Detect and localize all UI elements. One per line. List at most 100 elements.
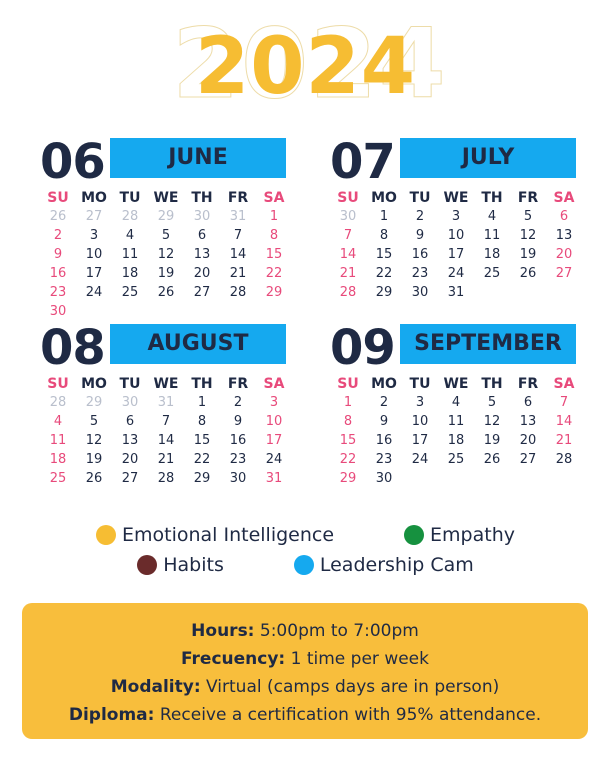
calendar-day: 8 <box>256 226 292 245</box>
calendar-day: 21 <box>546 431 582 450</box>
calendar-day: 28 <box>112 207 148 226</box>
brown-dot-icon <box>137 555 158 575</box>
calendar-day: 3 <box>256 393 292 412</box>
legend-label: Empathy <box>430 524 515 546</box>
day-number: 18 <box>447 433 465 448</box>
month-name: JULY <box>400 138 576 178</box>
week-row: 2 3 4 5 6 7 8 <box>40 226 292 245</box>
highlighted-day: 13 <box>112 431 148 450</box>
calendar-day: 25 <box>40 469 76 488</box>
day-number: 23 <box>49 285 67 300</box>
weekday-label: TU <box>119 376 141 392</box>
calendar-day: 15 <box>366 245 402 264</box>
highlighted-day: 18 <box>112 264 148 283</box>
calendar-grid: SU MO TU WE TH FR SA 30 1 2 3 4 5 6 7 8 9 10 11 12 13 14 15 16 1… <box>330 188 582 302</box>
calendar-day: 26 <box>474 450 510 469</box>
calendar-day: 9 <box>40 245 76 264</box>
calendar-day: 30 <box>366 469 402 488</box>
month-name: JUNE <box>110 138 286 178</box>
day-number: 30 <box>193 209 211 224</box>
calendar-day: 26 <box>148 283 184 302</box>
calendar-day: 1 <box>330 393 366 412</box>
calendar-day: 22 <box>366 264 402 283</box>
weekday-label: MO <box>81 376 107 392</box>
day-number: 19 <box>519 247 537 262</box>
day-number: 31 <box>229 209 247 224</box>
calendar-day: 4 <box>112 226 148 245</box>
calendar-day: 27 <box>76 207 112 226</box>
day-number: 21 <box>229 266 247 281</box>
month-september: 09 SEPTEMBER SU MO TU WE TH FR SA 1 2 3 4 5 6 7 8 9 10 11… <box>330 320 582 486</box>
weekday-header: SU MO TU WE TH FR SA <box>40 188 292 207</box>
weekday-label: TU <box>119 190 141 206</box>
calendar-day: 7 <box>546 393 582 412</box>
day-number: 2 <box>415 209 425 224</box>
calendar-day <box>510 469 546 488</box>
info-panel: Hours: 5:00pm to 7:00pm Frecuency: 1 tim… <box>22 603 588 739</box>
week-row: 21 22 23 24 25 26 27 <box>330 264 582 283</box>
day-number: 4 <box>451 395 461 410</box>
calendar-day: 6 <box>546 207 582 226</box>
info-value: 1 time per week <box>290 649 429 669</box>
highlighted-day: 10 <box>402 412 438 431</box>
day-number: 5 <box>523 209 533 224</box>
calendar-day: 21 <box>220 264 256 283</box>
month-number: 08 <box>40 320 106 376</box>
calendar-day: 15 <box>184 431 220 450</box>
calendar-day <box>546 283 582 302</box>
day-number: 27 <box>121 471 139 486</box>
calendar-day <box>76 302 112 321</box>
calendar-day: 20 <box>510 431 546 450</box>
week-row: 28 29 30 31 <box>330 283 582 302</box>
day-number: 24 <box>85 285 103 300</box>
calendar-day: 21 <box>330 264 366 283</box>
week-row: 4 5 6 7 8 9 10 <box>40 412 292 431</box>
day-number: 10 <box>411 414 429 429</box>
calendar-day: 17 <box>438 245 474 264</box>
day-number: 22 <box>375 266 393 281</box>
calendar-day: 20 <box>184 264 220 283</box>
day-number: 29 <box>193 471 211 486</box>
calendar-day: 23 <box>40 283 76 302</box>
day-number: 24 <box>447 266 465 281</box>
legend: Emotional Intelligence Empathy Habits Le… <box>0 520 611 580</box>
calendar-day: 5 <box>148 226 184 245</box>
calendar-day: 30 <box>112 393 148 412</box>
blue-dot-icon <box>293 555 314 575</box>
calendar-day: 29 <box>366 283 402 302</box>
calendar-day: 27 <box>510 450 546 469</box>
day-number: 9 <box>53 247 63 262</box>
weekday-label: TH <box>191 376 213 392</box>
calendar-day: 23 <box>220 450 256 469</box>
calendar-day: 6 <box>510 393 546 412</box>
calendar-day: 4 <box>40 412 76 431</box>
day-number: 31 <box>447 285 465 300</box>
calendar-day: 2 <box>40 226 76 245</box>
calendar-day: 16 <box>220 431 256 450</box>
calendar-day: 31 <box>438 283 474 302</box>
calendar-day: 28 <box>148 469 184 488</box>
day-number: 30 <box>49 304 67 319</box>
calendar-day <box>148 302 184 321</box>
day-number: 5 <box>161 228 171 243</box>
weekday-label: WE <box>443 376 469 392</box>
calendar-day: 15 <box>330 431 366 450</box>
day-number: 8 <box>197 414 207 429</box>
calendar-day: 19 <box>76 450 112 469</box>
legend-item-habits: Habits <box>137 554 224 576</box>
day-number: 31 <box>265 471 283 486</box>
week-row: 30 1 2 3 4 5 6 <box>330 207 582 226</box>
calendar-day: 24 <box>76 283 112 302</box>
month-june: 06 JUNE SU MO TU WE TH FR SA 26 27 28 29 30 31 1 2 3 4 5 6… <box>40 134 292 319</box>
day-number: 11 <box>49 433 67 448</box>
weekday-label: TU <box>409 190 431 206</box>
calendar-day: 31 <box>256 469 292 488</box>
legend-label: Habits <box>163 554 224 576</box>
day-number: 13 <box>519 414 537 429</box>
green-dot-icon <box>404 525 425 545</box>
calendar-day: 25 <box>438 450 474 469</box>
calendar-day: 14 <box>220 245 256 264</box>
day-number: 7 <box>343 228 353 243</box>
day-number: 17 <box>85 266 103 281</box>
calendar-day: 3 <box>76 226 112 245</box>
